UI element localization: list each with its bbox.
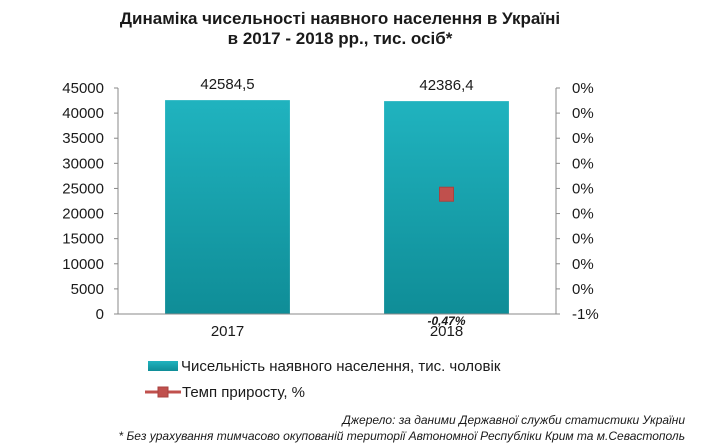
bar [165,100,290,314]
x-tick-label: 2018 [430,323,463,340]
bar-series [165,100,509,314]
y-right-tick-label: 0% [572,180,594,197]
y-left-tick-label: 0 [96,306,104,323]
bar-data-label: 42584,5 [200,76,254,93]
y-right-tick-label: 0% [572,281,594,298]
y-left-tick-label: 10000 [62,256,104,273]
bar-data-label: 42386,4 [419,77,473,94]
x-axis: 2017 2018 [211,323,463,340]
y-left-tick-label: 15000 [62,231,104,248]
y-right-tick-label: 0% [572,155,594,172]
chart-title-line2: в 2017 - 2018 рр., тис. осіб* [228,29,453,48]
x-tick-label: 2017 [211,323,244,340]
y-left-tick-label: 40000 [62,105,104,122]
y-left-tick-label: 45000 [62,80,104,97]
y-right-tick-label: -1% [572,306,599,323]
y-right-tick-label: 0% [572,105,594,122]
y-right-tick-label: 0% [572,256,594,273]
y-left-tick-label: 5000 [71,281,104,298]
legend-marker-swatch [157,386,169,398]
bar-data-labels: 42584,5 42386,4 [200,76,473,94]
y-axis-left: 0 5000 10000 15000 20000 25000 30000 35000 40000… [62,80,118,323]
y-right-tick-label: 0% [572,231,594,248]
legend: Чисельність наявного населення, тис. чол… [145,358,501,401]
y-right-tick-label: 0% [572,80,594,97]
y-left-tick-label: 20000 [62,206,104,223]
y-left-tick-label: 35000 [62,130,104,147]
legend-line-label: Темп приросту, % [182,384,305,401]
y-axis-right: -1% 0% 0% 0% 0% 0% 0% 0% 0% 0% [556,80,599,323]
y-left-tick-label: 30000 [62,155,104,172]
footnote: * Без урахування тимчасово окупованій те… [118,429,685,443]
growth-rate-marker [439,186,454,202]
y-right-tick-label: 0% [572,206,594,223]
legend-bar-label: Чисельність наявного населення, тис. чол… [181,358,501,375]
y-left-tick-label: 25000 [62,180,104,197]
y-right-tick-label: 0% [572,130,594,147]
source-note: Джерело: за даними Державної служби стат… [340,413,685,427]
chart-title-line1: Динаміка чисельності наявного населення … [120,9,560,28]
legend-bar-swatch [148,361,178,371]
bar [384,101,509,314]
growth-rate-series: -0,47% [427,186,466,328]
growth-rate-label: -0,47% [427,314,465,328]
